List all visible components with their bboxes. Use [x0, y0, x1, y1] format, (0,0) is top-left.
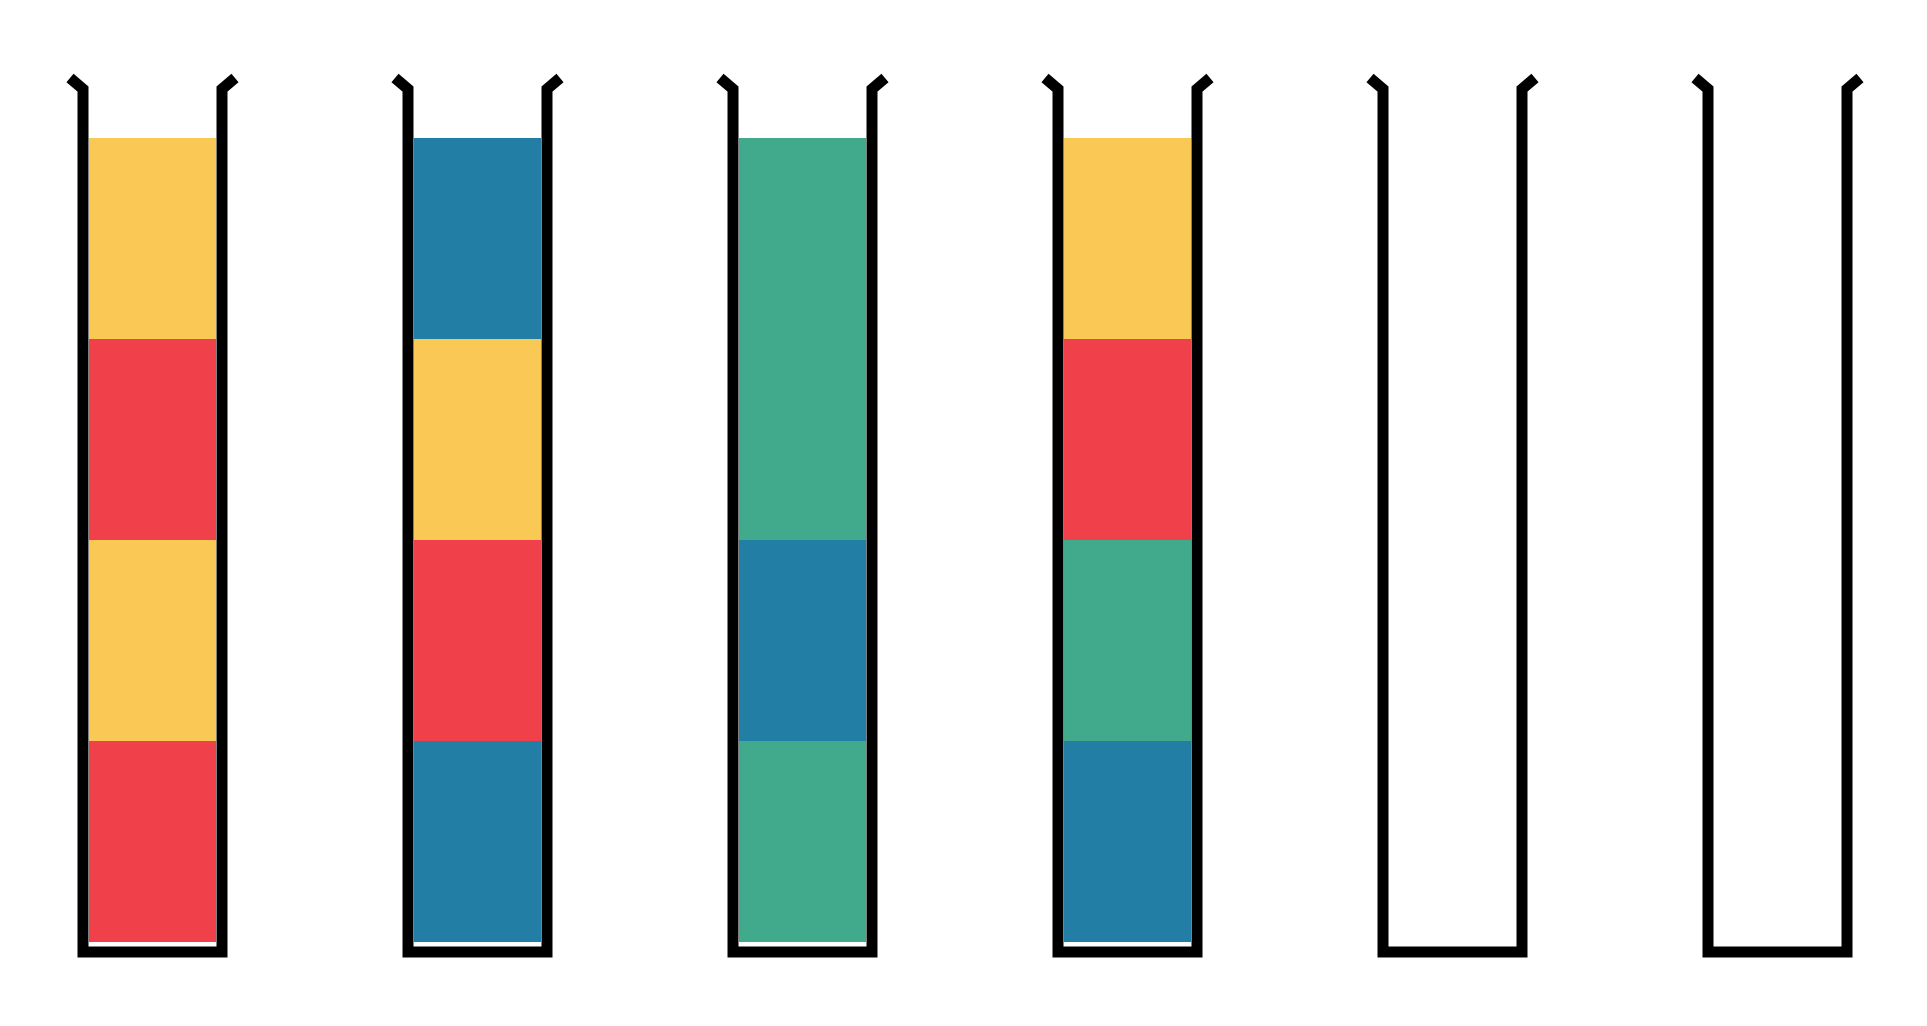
tube-6[interactable] — [1691, 73, 1864, 960]
tube-outline — [391, 73, 564, 958]
tube-contents — [1714, 138, 1841, 942]
tube-outline-path — [1691, 73, 1864, 958]
tube-outline — [66, 73, 239, 958]
liquid-segment-red — [414, 540, 541, 741]
tube-5[interactable] — [1366, 73, 1539, 960]
tube-contents — [414, 138, 541, 942]
tube-3[interactable] — [716, 73, 889, 960]
liquid-segment-yellow — [414, 339, 541, 540]
tube-outline — [1041, 73, 1214, 958]
liquid-segment-blue — [414, 138, 541, 339]
liquid-segment-blue — [414, 741, 541, 942]
tube-outline-path — [1041, 73, 1214, 958]
tube-outline-path — [1366, 73, 1539, 958]
liquid-segment-green — [739, 138, 866, 339]
liquid-segment-yellow — [89, 540, 216, 741]
liquid-segment-red — [89, 741, 216, 942]
tube-contents — [1064, 138, 1191, 942]
liquid-segment-yellow — [1064, 138, 1191, 339]
tube-outline-path — [391, 73, 564, 958]
tube-contents — [1389, 138, 1516, 942]
tube-outline — [716, 73, 889, 958]
tube-outline-path — [66, 73, 239, 958]
tube-contents — [739, 138, 866, 942]
tube-4[interactable] — [1041, 73, 1214, 960]
liquid-segment-green — [739, 339, 866, 540]
liquid-segment-blue — [1064, 741, 1191, 942]
liquid-segment-green — [1064, 540, 1191, 741]
tube-contents — [89, 138, 216, 942]
liquid-segment-red — [1064, 339, 1191, 540]
tube-outline — [1366, 73, 1539, 958]
tube-outline-path — [716, 73, 889, 958]
liquid-segment-green — [739, 741, 866, 942]
tube-2[interactable] — [391, 73, 564, 960]
liquid-segment-red — [89, 339, 216, 540]
liquid-segment-blue — [739, 540, 866, 741]
tube-outline — [1691, 73, 1864, 958]
tube-1[interactable] — [66, 73, 239, 960]
liquid-segment-yellow — [89, 138, 216, 339]
